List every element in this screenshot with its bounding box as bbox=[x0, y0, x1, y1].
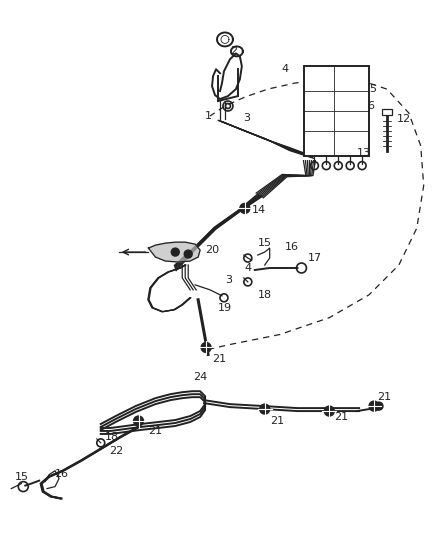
Text: 18: 18 bbox=[105, 432, 119, 442]
Circle shape bbox=[201, 343, 211, 352]
Text: 24: 24 bbox=[193, 372, 208, 382]
Circle shape bbox=[369, 401, 379, 411]
Circle shape bbox=[375, 402, 383, 410]
Bar bbox=[304, 66, 369, 156]
Text: 17: 17 bbox=[307, 253, 321, 263]
Text: 12: 12 bbox=[397, 114, 411, 124]
Circle shape bbox=[171, 248, 179, 256]
Circle shape bbox=[134, 416, 144, 426]
Text: 13: 13 bbox=[357, 148, 371, 158]
Text: 21: 21 bbox=[377, 392, 391, 402]
Text: 14: 14 bbox=[252, 205, 266, 215]
Text: 3: 3 bbox=[243, 113, 250, 123]
Text: 2: 2 bbox=[230, 46, 237, 56]
Text: 1: 1 bbox=[205, 111, 212, 121]
Text: 16: 16 bbox=[55, 469, 69, 479]
Text: 19: 19 bbox=[218, 303, 232, 313]
Text: 6: 6 bbox=[367, 101, 374, 111]
Circle shape bbox=[184, 250, 192, 258]
Text: 16: 16 bbox=[285, 242, 299, 252]
Text: 15: 15 bbox=[258, 238, 272, 248]
Text: 15: 15 bbox=[15, 472, 29, 482]
Text: 21: 21 bbox=[334, 412, 348, 422]
Text: 21: 21 bbox=[148, 426, 162, 436]
Text: 21: 21 bbox=[212, 354, 226, 365]
Text: 5: 5 bbox=[369, 84, 376, 94]
Text: 20: 20 bbox=[205, 245, 219, 255]
Text: 21: 21 bbox=[270, 416, 284, 426]
Bar bbox=[382, 109, 392, 115]
Text: 22: 22 bbox=[109, 446, 123, 456]
Polygon shape bbox=[148, 242, 200, 262]
Text: 4: 4 bbox=[245, 263, 252, 273]
Circle shape bbox=[240, 204, 250, 213]
Circle shape bbox=[324, 406, 334, 416]
Text: 4: 4 bbox=[282, 64, 289, 74]
Text: 3: 3 bbox=[225, 275, 232, 285]
Circle shape bbox=[260, 404, 270, 414]
Text: 18: 18 bbox=[258, 290, 272, 300]
